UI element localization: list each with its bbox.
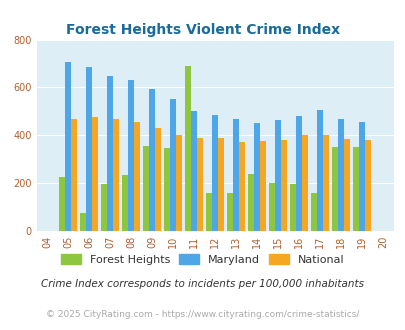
Bar: [113, 118, 119, 231]
Bar: [275, 120, 281, 231]
Bar: [191, 112, 196, 231]
Bar: [185, 66, 191, 231]
Bar: [212, 115, 217, 231]
Bar: [107, 76, 113, 231]
Bar: [311, 193, 317, 231]
Bar: [233, 118, 239, 231]
Bar: [358, 122, 364, 231]
Bar: [134, 122, 140, 231]
Bar: [260, 141, 265, 231]
Bar: [254, 123, 260, 231]
Bar: [281, 140, 286, 231]
Bar: [332, 147, 337, 231]
Bar: [337, 118, 343, 231]
Bar: [364, 140, 370, 231]
Bar: [155, 128, 160, 231]
Bar: [128, 80, 134, 231]
Bar: [269, 183, 275, 231]
Bar: [322, 135, 328, 231]
Bar: [65, 62, 71, 231]
Bar: [164, 148, 170, 231]
Bar: [122, 175, 128, 231]
Bar: [170, 99, 176, 231]
Text: Forest Heights Violent Crime Index: Forest Heights Violent Crime Index: [66, 23, 339, 37]
Bar: [196, 138, 202, 231]
Bar: [101, 184, 107, 231]
Bar: [296, 116, 301, 231]
Bar: [149, 89, 155, 231]
Bar: [239, 143, 245, 231]
Text: Crime Index corresponds to incidents per 100,000 inhabitants: Crime Index corresponds to incidents per…: [41, 279, 364, 289]
Bar: [317, 110, 322, 231]
Bar: [248, 174, 254, 231]
Bar: [143, 146, 149, 231]
Bar: [71, 118, 77, 231]
Text: © 2025 CityRating.com - https://www.cityrating.com/crime-statistics/: © 2025 CityRating.com - https://www.city…: [46, 310, 359, 319]
Bar: [80, 213, 86, 231]
Bar: [343, 139, 349, 231]
Bar: [290, 184, 296, 231]
Bar: [217, 138, 224, 231]
Bar: [86, 67, 92, 231]
Bar: [206, 193, 212, 231]
Bar: [92, 117, 98, 231]
Bar: [353, 147, 358, 231]
Bar: [301, 135, 307, 231]
Bar: [227, 193, 233, 231]
Bar: [59, 177, 65, 231]
Bar: [176, 135, 181, 231]
Legend: Forest Heights, Maryland, National: Forest Heights, Maryland, National: [57, 250, 348, 269]
